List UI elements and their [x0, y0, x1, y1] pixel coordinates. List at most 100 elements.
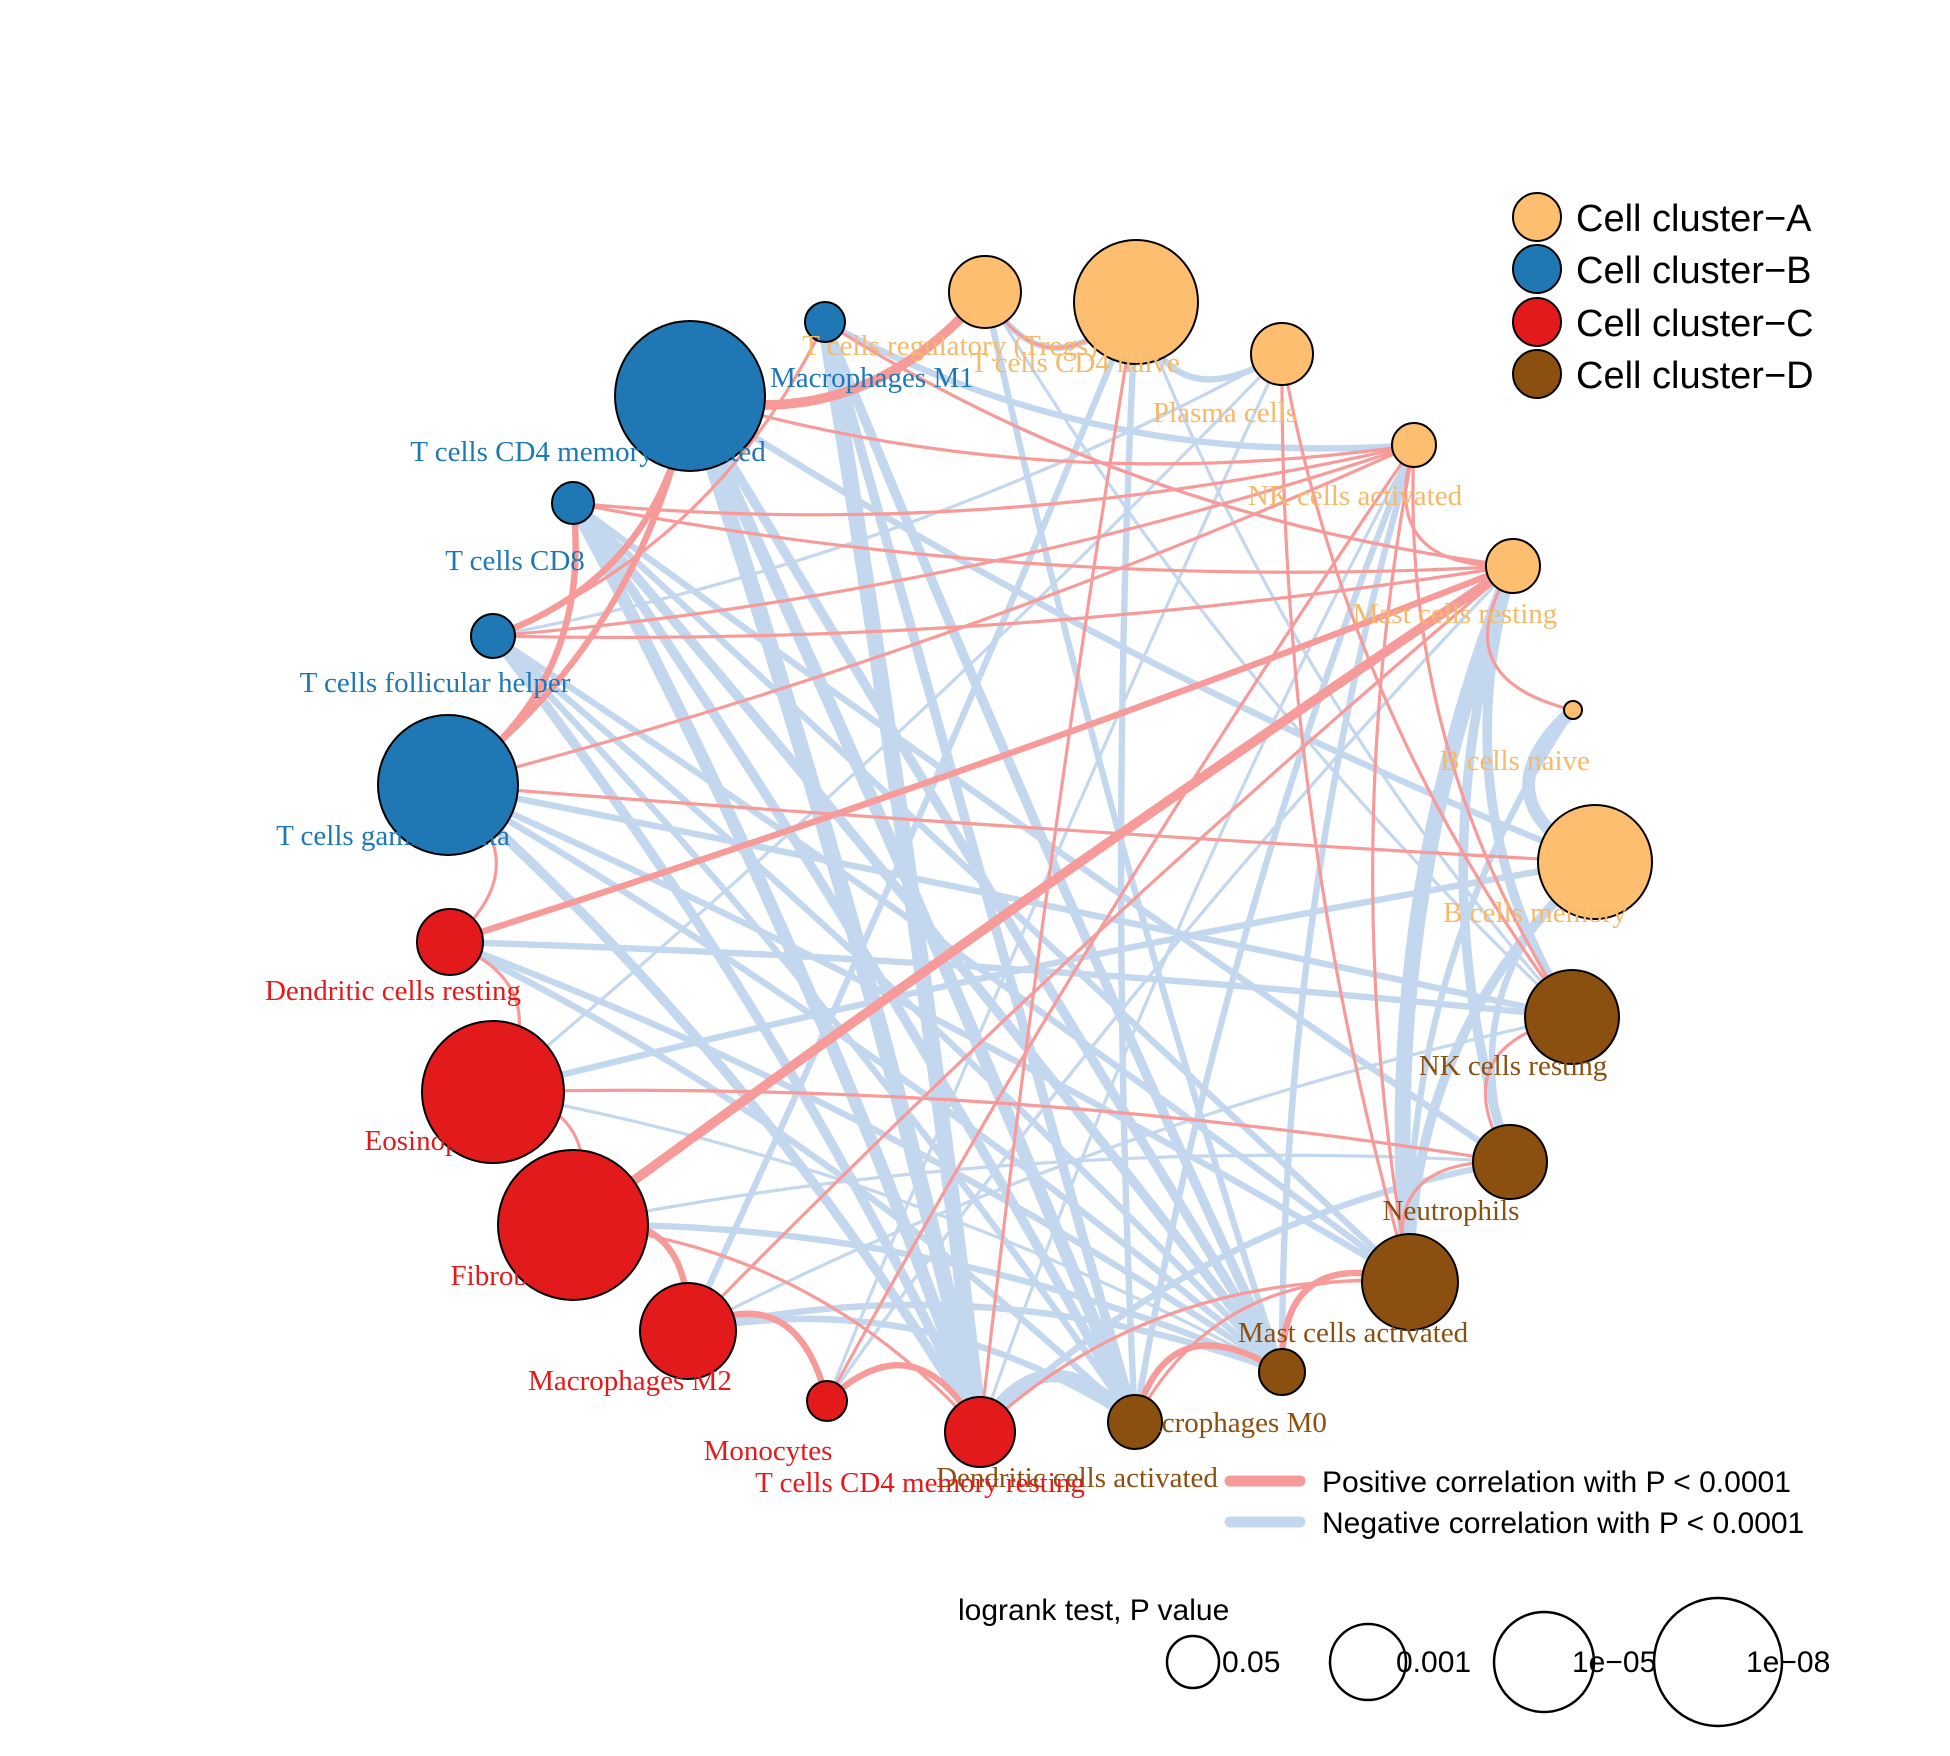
cluster-d-swatch [1512, 349, 1562, 399]
cluster-a-swatch [1512, 192, 1562, 242]
positive-correlation-edge [571, 443, 1416, 517]
negative-correlation-edge [820, 317, 1140, 1427]
node-cd4memact [614, 320, 766, 472]
positive-correlation-edge [448, 564, 1515, 944]
positive-correlation-edge [568, 561, 1518, 1230]
correlation-legend-item-negative: Negative correlation with P < 0.0001 [1224, 1507, 1804, 1540]
node-label-m1: Macrophages M1 [770, 362, 974, 394]
cluster-legend: Cell cluster−A Cell cluster−B Cell clust… [1512, 192, 1814, 399]
cluster-legend-item-d: Cell cluster−D [1512, 349, 1814, 399]
node-cd4memrest [944, 1396, 1016, 1468]
negative-correlation-edge [1482, 561, 1577, 1022]
node-gd [377, 714, 519, 856]
negative-correlation-edge [686, 1015, 1574, 1333]
node-label-m0: Macrophages M0 [1123, 1407, 1327, 1439]
size-legend-circle-0-001 [1328, 1622, 1408, 1702]
size-legend-label: 0.05 [1222, 1646, 1280, 1679]
correlation-legend: Positive correlation with P < 0.0001 Neg… [1224, 1466, 1804, 1540]
positive-correlation-edge [446, 783, 1597, 864]
edge-layer [443, 287, 1602, 1440]
node-label-dcrest: Dendritic cells resting [265, 975, 521, 1007]
node-label-nkrest: NK cells resting [1419, 1050, 1607, 1082]
negative-correlation-edge [684, 1315, 1139, 1426]
cluster-legend-item-c: Cell cluster−C [1512, 297, 1814, 347]
positive-correlation-edge [1280, 352, 1412, 1284]
size-legend-circle-1e-05 [1492, 1610, 1596, 1714]
node-label-bnaive: B cells naive [1440, 745, 1590, 777]
node-m0 [1258, 1348, 1306, 1396]
node-label-m2: Macrophages M2 [528, 1365, 732, 1397]
node-label-tregs: T cells regulatory (Tregs) [802, 330, 1098, 362]
negative-correlation-edge [571, 1153, 1512, 1227]
positive-correlation-edge [491, 564, 1515, 640]
node-label-fibro: Fibroblasts [451, 1260, 580, 1292]
node-dcrest [416, 908, 484, 976]
node-bmem [1537, 804, 1653, 920]
positive-correlation-edge [571, 501, 1515, 574]
negative-correlation-edge [1278, 441, 1418, 1376]
size-legend-label: 1e−05 [1572, 1646, 1656, 1679]
node-bnaive [1563, 700, 1583, 720]
node-label-neut: Neutrophils [1383, 1195, 1520, 1227]
node-label-bmem: B cells memory [1443, 897, 1627, 929]
cluster-legend-label: Cell cluster−C [1576, 303, 1814, 345]
node-label-mastrest: Mast cells resting [1353, 598, 1558, 630]
node-label-cd4naive: T cells CD4 naive [970, 347, 1180, 379]
cluster-legend-item-b: Cell cluster−B [1512, 244, 1811, 294]
positive-correlation-edge [823, 320, 1515, 568]
negative-correlation-edge [682, 388, 988, 1440]
cluster-legend-label: Cell cluster−B [1576, 250, 1811, 292]
node-tfh [470, 613, 516, 659]
negative-correlation-edge [491, 352, 1284, 1094]
node-m2 [639, 1282, 737, 1380]
node-label-layer: T cells regulatory (Tregs)T cells CD4 na… [265, 330, 1627, 1499]
node-mastrest [1485, 538, 1541, 594]
negative-correlation-edge [1394, 558, 1521, 1290]
node-tregs [948, 255, 1022, 329]
node-plasma [1250, 322, 1314, 386]
node-label-gd: T cells gamma delta [276, 820, 510, 852]
node-label-cd4memact: T cells CD4 memory activated [410, 436, 766, 468]
size-legend-circle-0-05 [1165, 1634, 1221, 1690]
node-nkrest [1524, 969, 1620, 1065]
negative-correlation-edge [1134, 300, 1574, 1019]
positive-correlation-edge [688, 394, 1416, 466]
node-layer [377, 239, 1653, 1468]
node-cd4naive [1073, 239, 1199, 365]
negative-correlation-edge [444, 781, 1414, 1286]
correlation-legend-label: Negative correlation with P < 0.0001 [1322, 1507, 1804, 1540]
positive-correlation-edge [978, 300, 1138, 1434]
node-label-mono: Monocytes [704, 1435, 833, 1467]
negative-correlation-edge [825, 564, 1515, 1403]
negative-correlation-edge [446, 938, 1286, 1376]
correlation-legend-item-positive: Positive correlation with P < 0.0001 [1224, 1466, 1791, 1499]
cluster-legend-item-a: Cell cluster−A [1512, 192, 1812, 242]
node-dcact [1107, 1394, 1163, 1450]
node-label-mastact: Mast cells activated [1238, 1317, 1469, 1349]
negative-correlation-edge [446, 938, 1139, 1426]
node-cd8 [551, 481, 595, 525]
positive-correlation-edge [978, 1279, 1412, 1434]
positive-correlation-edge [446, 443, 1416, 787]
node-m1 [804, 301, 846, 343]
pvalue-size-legend: logrank test, P value 0.05 0.001 1e−05 1… [958, 1594, 1830, 1728]
node-label-dcact: Dendritic cells activated [936, 1462, 1218, 1494]
node-fibro [497, 1149, 649, 1301]
negative-correlation-edge [488, 631, 985, 1437]
negative-correlation-edge [568, 498, 1287, 1377]
positive-correlation-edge [1411, 443, 1574, 1019]
node-label-plasma: Plasma cells [1153, 397, 1297, 429]
cluster-legend-label: Cell cluster−D [1576, 355, 1814, 397]
node-mono [806, 1380, 848, 1422]
node-label-eos: Eosinophils [365, 1125, 502, 1157]
cluster-b-swatch [1512, 244, 1562, 294]
node-label-tfh: T cells follicular helper [300, 667, 571, 699]
negative-correlation-edge [569, 1221, 1286, 1376]
node-label-cd4memrest: T cells CD4 memory resting [755, 1467, 1085, 1499]
negative-correlation-edge [568, 498, 1140, 1427]
negative-correlation-edge [821, 318, 1418, 452]
positive-correlation-edge [491, 1088, 1512, 1164]
negative-correlation-edge [983, 290, 1574, 1019]
negative-correlation-edge [820, 317, 1287, 1377]
